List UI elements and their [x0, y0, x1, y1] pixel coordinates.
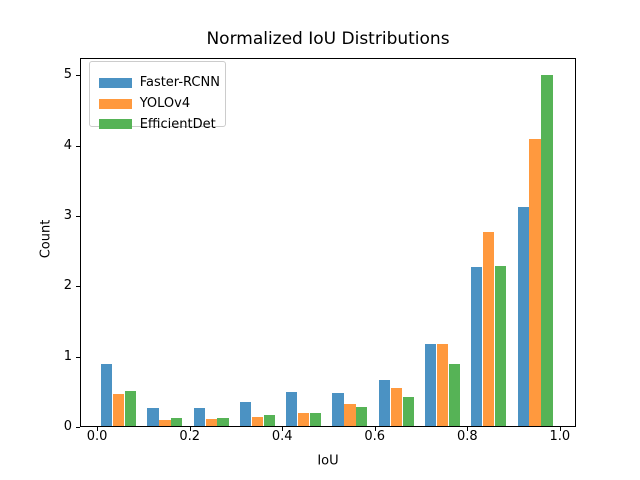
- legend-swatch-icon: [98, 77, 132, 88]
- x-tick-label: 0.6: [364, 429, 386, 444]
- legend-label: EfficientDet: [139, 116, 216, 132]
- bar-faster-rcnn-bin8: [471, 266, 483, 427]
- legend-label: YOLOv4: [139, 96, 191, 112]
- bar-efficientdet-bin3: [263, 415, 275, 427]
- x-tick-label: 0.0: [86, 429, 108, 444]
- x-tick-mark: [97, 427, 99, 431]
- bar-faster-rcnn-bin7: [425, 344, 437, 427]
- legend: Faster-RCNN YOLOv4 EfficientDet: [88, 61, 227, 131]
- bar-efficientdet-bin1: [171, 418, 183, 427]
- chart-title: Normalized IoU Distributions: [206, 29, 450, 49]
- bar-efficientdet-bin9: [541, 74, 553, 427]
- y-tick-label: 2: [63, 278, 72, 294]
- x-tick-label: 0.8: [456, 429, 478, 444]
- y-tick-label: 0: [63, 419, 72, 435]
- bar-faster-rcnn-bin3: [239, 401, 252, 427]
- legend-label: Faster-RCNN: [139, 75, 220, 91]
- bar-faster-rcnn-bin5: [332, 393, 344, 427]
- bar-faster-rcnn-bin1: [147, 408, 159, 427]
- y-tick-label: 3: [63, 208, 72, 223]
- bar-efficientdet-bin8: [495, 266, 507, 427]
- y-tick-label: 5: [63, 67, 72, 83]
- bar-yolov4-bin1: [159, 419, 171, 427]
- x-tick-mark: [189, 427, 191, 431]
- x-tick-mark: [559, 427, 561, 431]
- y-tick-mark: [76, 356, 80, 358]
- bar-yolov4-bin5: [344, 404, 356, 427]
- y-tick-label: 1: [63, 348, 72, 364]
- bar-efficientdet-bin7: [448, 363, 461, 427]
- legend-entry-faster-rcnn: Faster-RCNN: [98, 72, 220, 93]
- y-tick-mark: [76, 145, 80, 147]
- y-axis-label: Count: [38, 219, 54, 259]
- x-tick-mark: [467, 427, 469, 431]
- bar-efficientdet-bin6: [402, 396, 414, 427]
- bar-efficientdet-bin0: [124, 390, 137, 427]
- bar-yolov4-bin6: [390, 387, 402, 427]
- bar-yolov4-bin7: [436, 344, 449, 427]
- legend-swatch-icon: [98, 119, 132, 130]
- bar-efficientdet-bin2: [217, 418, 229, 427]
- x-axis-label: IoU: [317, 453, 339, 469]
- bar-faster-rcnn-bin4: [286, 392, 298, 427]
- bar-yolov4-bin4: [298, 413, 310, 427]
- bar-yolov4-bin3: [251, 417, 264, 427]
- bar-faster-rcnn-bin0: [101, 363, 113, 427]
- bar-faster-rcnn-bin2: [193, 407, 205, 427]
- y-tick-mark: [76, 286, 80, 288]
- x-tick-label: 0.2: [179, 429, 201, 444]
- bar-faster-rcnn-bin6: [378, 380, 390, 427]
- x-tick-label: 1.0: [549, 429, 571, 444]
- bar-yolov4-bin9: [529, 138, 541, 427]
- y-tick-label: 4: [63, 137, 72, 153]
- y-tick-mark: [76, 427, 80, 429]
- bar-yolov4-bin8: [483, 231, 495, 427]
- x-tick-label: 0.4: [271, 429, 293, 444]
- bar-yolov4-bin0: [113, 394, 125, 427]
- legend-swatch-icon: [98, 98, 132, 109]
- y-tick-mark: [76, 216, 80, 217]
- legend-entry-yolov4: YOLOv4: [98, 93, 191, 114]
- x-tick-mark: [282, 427, 284, 431]
- bar-efficientdet-bin5: [356, 406, 368, 427]
- y-tick-mark: [76, 75, 80, 77]
- bar-efficientdet-bin4: [310, 413, 322, 427]
- x-tick-mark: [374, 427, 376, 431]
- bar-faster-rcnn-bin9: [517, 206, 529, 427]
- bar-yolov4-bin2: [205, 418, 217, 427]
- legend-entry-efficientdet: EfficientDet: [98, 114, 216, 135]
